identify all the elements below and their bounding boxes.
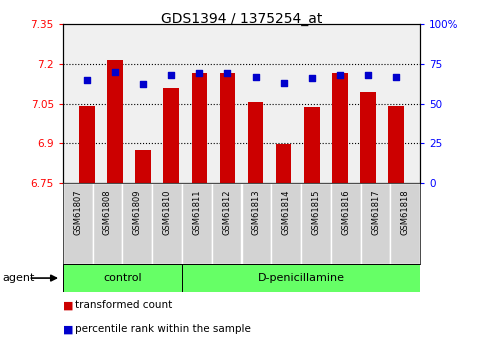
Bar	[107, 60, 123, 183]
Bar	[212, 183, 242, 264]
Text: GSM61814: GSM61814	[282, 189, 291, 235]
Bar	[93, 183, 122, 264]
Bar	[182, 264, 420, 292]
Point	[392, 74, 400, 79]
Text: percentile rank within the sample: percentile rank within the sample	[75, 325, 251, 334]
Text: GSM61816: GSM61816	[341, 189, 350, 235]
Point	[308, 75, 316, 81]
Point	[364, 72, 372, 78]
Bar	[242, 183, 271, 264]
Bar	[271, 183, 301, 264]
Bar	[248, 102, 263, 183]
Bar	[135, 150, 151, 183]
Text: GSM61815: GSM61815	[312, 189, 320, 235]
Text: GSM61809: GSM61809	[133, 189, 142, 235]
Text: GSM61808: GSM61808	[103, 189, 112, 235]
Bar	[163, 88, 179, 183]
Bar	[304, 108, 320, 183]
Point	[83, 77, 91, 82]
Bar	[220, 73, 235, 183]
Text: control: control	[103, 273, 142, 283]
Text: D-penicillamine: D-penicillamine	[257, 273, 344, 283]
Bar	[361, 183, 390, 264]
Text: GSM61813: GSM61813	[252, 189, 261, 235]
Bar	[63, 183, 93, 264]
Bar	[63, 264, 182, 292]
Text: ■: ■	[63, 325, 73, 334]
Text: GSM61807: GSM61807	[73, 189, 82, 235]
Point	[252, 74, 259, 79]
Text: GSM61811: GSM61811	[192, 189, 201, 235]
Point	[167, 72, 175, 78]
Text: agent: agent	[2, 273, 35, 283]
Bar	[182, 183, 212, 264]
Bar	[332, 73, 348, 183]
Text: ■: ■	[63, 300, 73, 310]
Text: transformed count: transformed count	[75, 300, 172, 310]
Point	[280, 80, 287, 86]
Text: GDS1394 / 1375254_at: GDS1394 / 1375254_at	[161, 12, 322, 26]
Bar	[390, 183, 420, 264]
Bar	[152, 183, 182, 264]
Bar	[388, 106, 404, 183]
Point	[336, 72, 344, 78]
Bar	[331, 183, 361, 264]
Text: GSM61810: GSM61810	[163, 189, 171, 235]
Bar	[301, 183, 331, 264]
Text: GSM61818: GSM61818	[401, 189, 410, 235]
Point	[196, 71, 203, 76]
Point	[111, 69, 119, 75]
Point	[139, 82, 147, 87]
Text: GSM61817: GSM61817	[371, 189, 380, 235]
Bar	[276, 145, 291, 183]
Text: GSM61812: GSM61812	[222, 189, 231, 235]
Point	[224, 71, 231, 76]
Bar	[192, 73, 207, 183]
Bar	[360, 92, 376, 183]
Bar	[122, 183, 152, 264]
Bar	[79, 106, 95, 183]
